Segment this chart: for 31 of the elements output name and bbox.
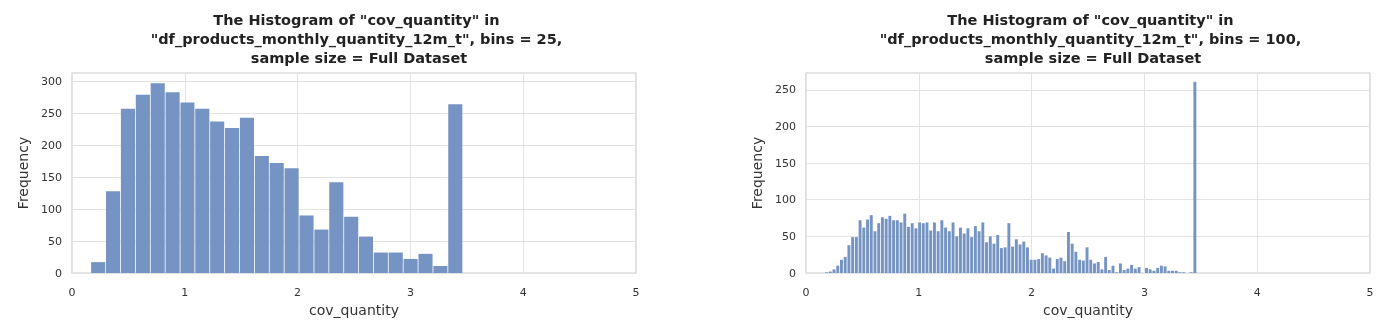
y-tick-label: 0 <box>789 266 796 280</box>
x-tick-label: 1 <box>181 286 189 299</box>
y-tick-label: 100 <box>41 202 62 216</box>
y-tick-label: 250 <box>775 83 796 97</box>
x-tick-label: 5 <box>632 286 640 299</box>
y-tick-label: 50 <box>782 229 796 243</box>
y-tick-label: 250 <box>41 106 62 120</box>
x-tick-label: 1 <box>915 286 923 299</box>
x-tick-label: 2 <box>294 286 302 299</box>
x-tick-label: 0 <box>68 286 76 299</box>
y-tick-label: 200 <box>41 138 62 152</box>
x-tick-label: 0 <box>802 286 810 299</box>
y-tick-label: 100 <box>775 193 796 207</box>
x-tick-label: 4 <box>519 286 527 299</box>
y-tick-label: 150 <box>41 170 62 184</box>
y-tick-label: 200 <box>775 119 796 133</box>
x-axis-title: cov_quantity <box>309 302 399 318</box>
y-tick-label: 150 <box>775 156 796 170</box>
y-axis-title: Frequency <box>749 136 765 210</box>
chart-title: The Histogram of "cov_quantity" in "df_products_monthly_quantity_12m_t", bins = 25, sample size = Full Dataset <box>150 11 568 66</box>
chart-title: The Histogram of "cov_quantity" in "df_products_monthly_quantity_12m_t", bins = 100, sample size = Full Dataset <box>879 11 1307 66</box>
x-tick-label: 5 <box>1366 286 1374 299</box>
x-tick-label: 3 <box>406 286 414 299</box>
x-tick-label: 4 <box>1253 286 1261 299</box>
x-tick-label: 2 <box>1028 286 1036 299</box>
y-tick-label: 0 <box>55 266 62 280</box>
y-tick-label: 50 <box>48 234 62 248</box>
y-axis-title: Frequency <box>15 136 31 210</box>
y-tick-label: 300 <box>41 74 62 88</box>
x-tick-label: 3 <box>1140 286 1148 299</box>
x-axis-title: cov_quantity <box>1043 302 1133 318</box>
